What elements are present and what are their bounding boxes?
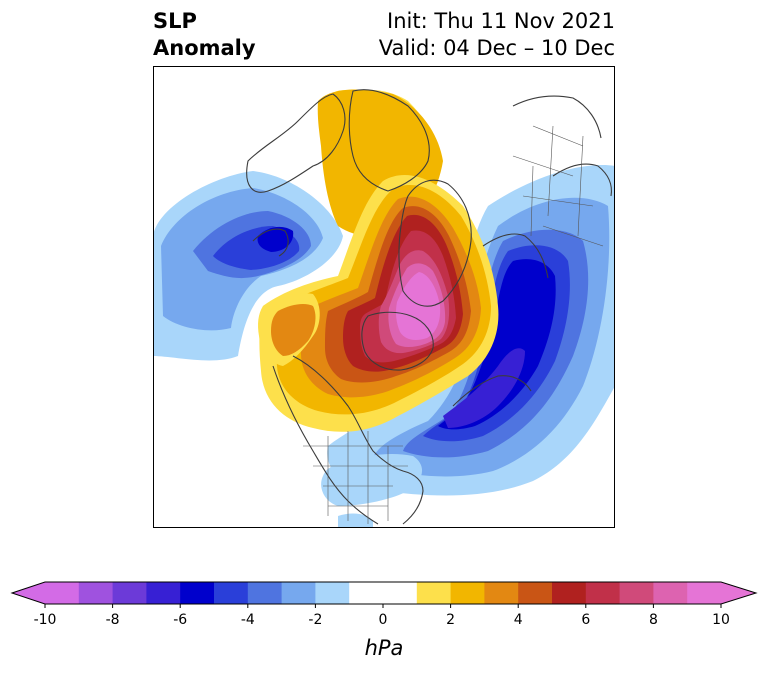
colorbar-unit-label: hPa bbox=[364, 636, 404, 660]
colorbar-segment bbox=[619, 582, 654, 604]
colorbar-tick-label: 0 bbox=[379, 612, 388, 628]
colorbar-extend-low bbox=[12, 582, 45, 604]
colorbar-tick-label: 8 bbox=[649, 612, 658, 628]
coastlines bbox=[246, 89, 612, 525]
colorbar-segment bbox=[552, 582, 587, 604]
colorbar-segments bbox=[10, 581, 758, 605]
colorbar-tick-label: -10 bbox=[34, 612, 57, 628]
colorbar-segment bbox=[180, 582, 215, 604]
political-borders bbox=[303, 125, 604, 524]
colorbar-tick-label: -4 bbox=[241, 612, 255, 628]
slp-anomaly-map bbox=[153, 66, 615, 528]
colorbar-segment bbox=[112, 582, 147, 604]
colorbar-ticks: -10 -8 -6 -4 -2 0 2 4 6 8 10 bbox=[34, 604, 730, 628]
colorbar-tick-label: -2 bbox=[308, 612, 322, 628]
colorbar-segment bbox=[45, 582, 80, 604]
colorbar-segment bbox=[687, 582, 722, 604]
colorbar-segment bbox=[214, 582, 249, 604]
colorbar-segment bbox=[653, 582, 688, 604]
colorbar-segment bbox=[383, 582, 418, 604]
alaska-low-anomaly bbox=[153, 171, 343, 361]
valid-range: Valid: 04 Dec – 10 Dec bbox=[378, 36, 615, 60]
colorbar-segment bbox=[146, 582, 181, 604]
colorbar-tick-label: 6 bbox=[581, 612, 590, 628]
colorbar-tick-label: 2 bbox=[446, 612, 455, 628]
map-frame bbox=[153, 66, 615, 528]
subtropical-negative-anomaly bbox=[321, 454, 423, 528]
colorbar-segment bbox=[484, 582, 519, 604]
colorbar-segment bbox=[281, 582, 316, 604]
forecast-dates: Init: Thu 11 Nov 2021 Valid: 04 Dec – 10… bbox=[379, 8, 615, 62]
init-date: Init: Thu 11 Nov 2021 bbox=[387, 9, 615, 33]
colorbar-segment bbox=[450, 582, 485, 604]
greenland-high-anomaly bbox=[259, 175, 499, 432]
colorbar-segment bbox=[78, 582, 114, 604]
colorbar-segment bbox=[315, 582, 350, 604]
colorbar-extend-high bbox=[721, 582, 756, 604]
pacific-positive-anomaly bbox=[258, 293, 320, 366]
colorbar-segment bbox=[518, 582, 553, 604]
colorbar-tick-label: -6 bbox=[173, 612, 187, 628]
title-variable: SLP bbox=[153, 9, 197, 33]
colorbar: -10 -8 -6 -4 -2 0 2 4 6 8 10 bbox=[10, 581, 758, 628]
colorbar-tick-label: -8 bbox=[106, 612, 120, 628]
colorbar-segment bbox=[349, 582, 384, 604]
map-title: SLP Anomaly bbox=[153, 8, 256, 62]
colorbar-segment bbox=[585, 582, 621, 604]
colorbar-tick-label: 10 bbox=[712, 612, 730, 628]
colorbar-segment bbox=[416, 582, 452, 604]
colorbar-tick-label: 4 bbox=[514, 612, 523, 628]
title-type: Anomaly bbox=[153, 36, 256, 60]
colorbar-segment bbox=[247, 582, 283, 604]
